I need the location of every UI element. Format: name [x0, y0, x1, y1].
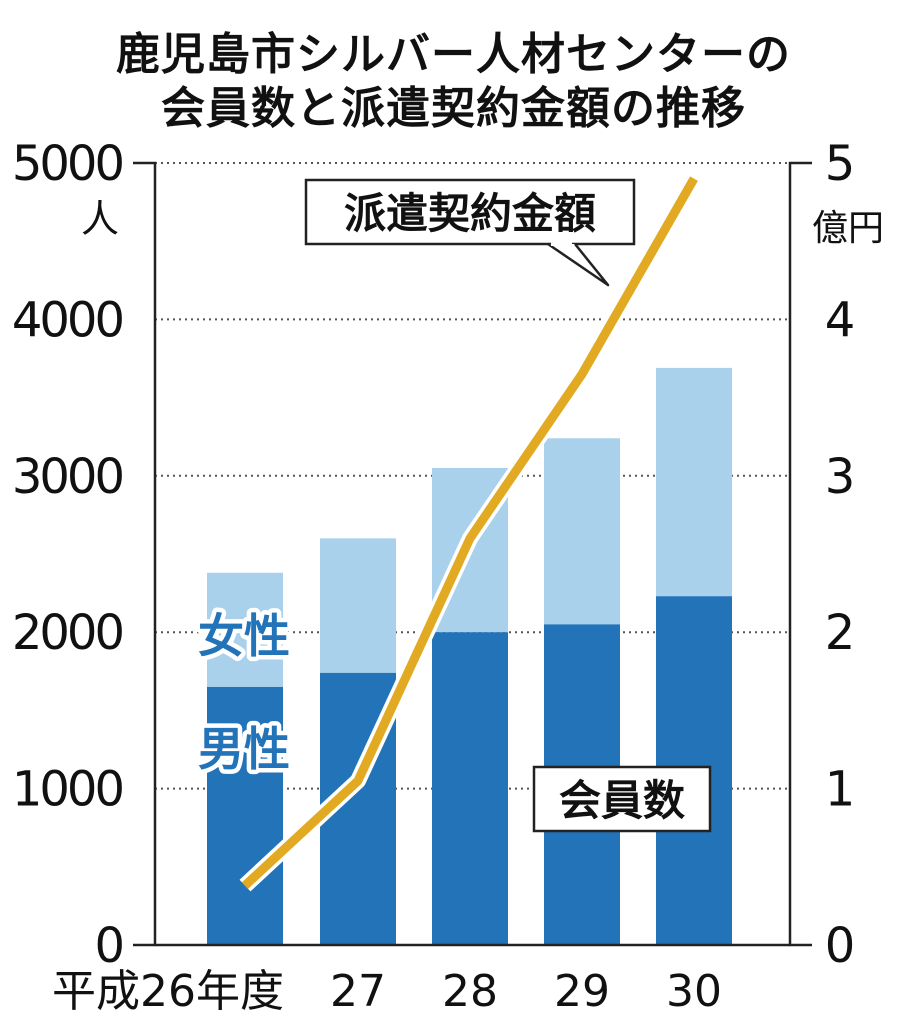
right-tick-label-5: 5 [825, 136, 856, 192]
category-label-2: 28 [442, 966, 498, 1017]
callout-line-label: 派遣契約金額 [344, 189, 596, 238]
label-female: 女性 [198, 609, 290, 663]
left-tick-label-3000: 3000 [12, 449, 123, 505]
label-female-halo: 女性 [198, 609, 290, 663]
line-series [239, 174, 701, 892]
callout-bars-label: 会員数 [559, 776, 685, 825]
left-tick-label-0: 0 [94, 918, 122, 974]
bars [207, 367, 732, 945]
left-axis-unit: 人 [81, 197, 119, 241]
category-label-4: 30 [666, 966, 722, 1017]
right-tick-label-3: 3 [825, 449, 856, 505]
right-tick-label-4: 4 [825, 292, 856, 348]
label-male-halo: 男性 [198, 722, 290, 776]
callout-bars-box [532, 765, 712, 833]
callout-line-pointer [547, 242, 610, 287]
left-axis-line [133, 161, 157, 947]
callout-line-box [304, 178, 636, 246]
left-tick-label-1000: 1000 [12, 762, 123, 818]
bar-male-2 [432, 632, 508, 945]
right-tick-label-0: 0 [825, 918, 856, 974]
category-label-1: 27 [330, 966, 386, 1017]
category-label-3: 29 [554, 966, 610, 1017]
right-axis-line [788, 161, 812, 947]
left-tick-label-5000: 5000 [12, 136, 123, 192]
bar-female-4 [656, 367, 732, 597]
right-tick-label-2: 2 [825, 605, 856, 661]
chart-title-line-1: 鹿児島市シルバー人材センターの [116, 29, 791, 80]
bar-female-3 [544, 438, 620, 625]
bar-female-0 [207, 572, 283, 687]
left-tick-label-2000: 2000 [12, 605, 123, 661]
right-tick-label-1: 1 [825, 762, 856, 818]
right-axis-unit: 億円 [812, 208, 884, 249]
left-tick-label-4000: 4000 [12, 292, 123, 348]
category-label-0: 平成26年度 [52, 966, 284, 1017]
line-contract-amount [241, 176, 698, 889]
axes [133, 161, 812, 947]
bar-female-1 [320, 538, 396, 673]
bar-male-0 [207, 686, 283, 945]
label-male: 男性 [198, 722, 290, 776]
chart-title-line-2: 会員数と派遣契約金額の推移 [161, 83, 746, 134]
